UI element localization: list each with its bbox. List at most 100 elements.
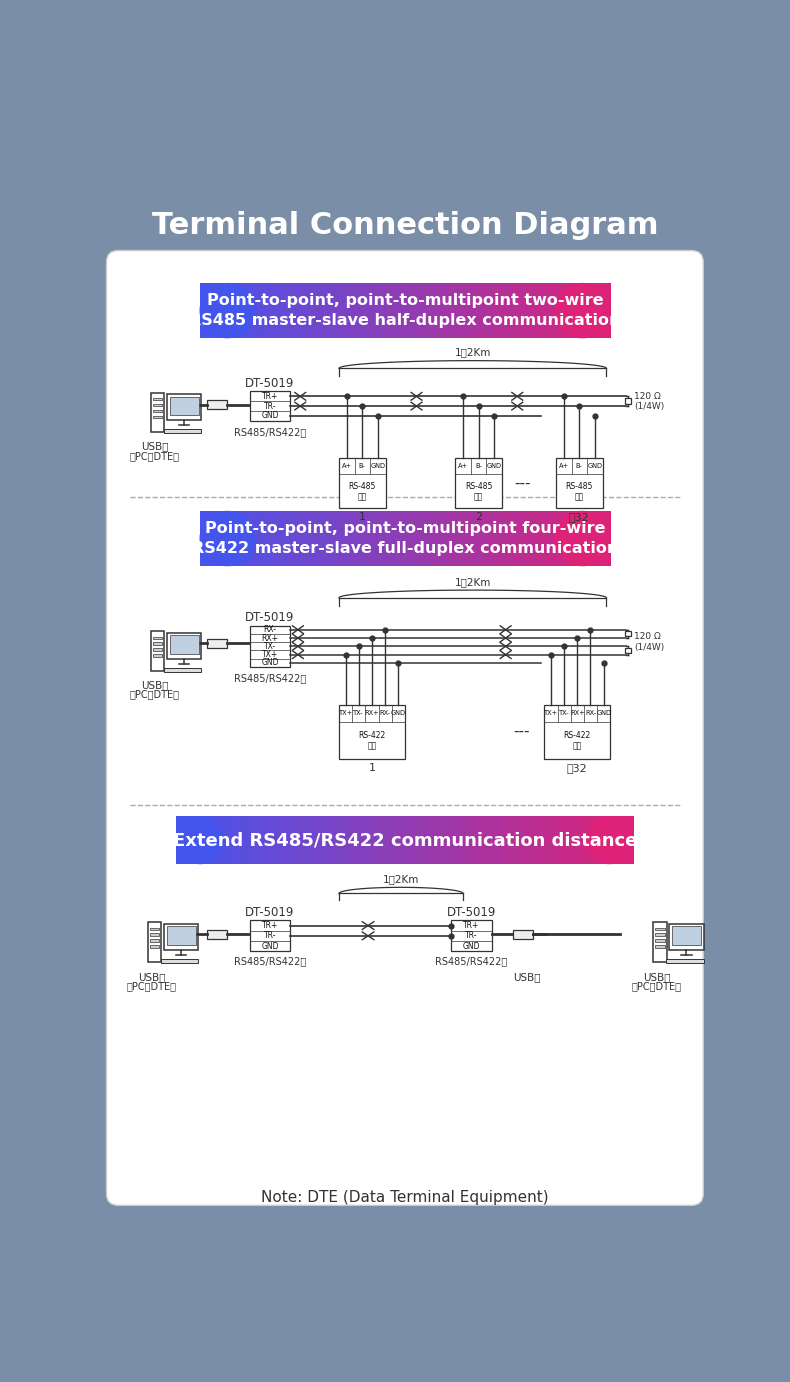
- Bar: [243, 817, 245, 864]
- Bar: [567, 511, 570, 567]
- Bar: [261, 511, 264, 567]
- Bar: [277, 511, 280, 567]
- Bar: [352, 817, 355, 864]
- Bar: [291, 817, 293, 864]
- Text: （PC或DTE）: （PC或DTE）: [632, 981, 682, 991]
- Bar: [565, 283, 567, 339]
- Bar: [468, 511, 471, 567]
- Bar: [339, 459, 386, 509]
- Bar: [426, 817, 428, 864]
- Bar: [297, 817, 300, 864]
- Bar: [596, 511, 598, 567]
- Bar: [310, 283, 313, 339]
- Text: A+: A+: [342, 463, 352, 470]
- Bar: [236, 511, 239, 567]
- Bar: [214, 283, 216, 339]
- Bar: [201, 511, 204, 567]
- Bar: [335, 511, 337, 567]
- Bar: [423, 817, 426, 864]
- Bar: [571, 511, 574, 567]
- Bar: [298, 511, 300, 567]
- Bar: [220, 283, 223, 339]
- Bar: [284, 283, 286, 339]
- Bar: [520, 283, 522, 339]
- Bar: [498, 817, 502, 864]
- Bar: [522, 511, 525, 567]
- Bar: [226, 283, 228, 339]
- Bar: [606, 817, 609, 864]
- Bar: [389, 283, 391, 339]
- Text: RS-422
设备: RS-422 设备: [359, 731, 386, 750]
- Bar: [557, 511, 559, 567]
- Bar: [397, 511, 399, 567]
- Bar: [153, 409, 163, 412]
- Text: B-: B-: [576, 463, 583, 470]
- Bar: [453, 817, 456, 864]
- Bar: [581, 283, 584, 339]
- Bar: [455, 459, 502, 509]
- Bar: [471, 817, 474, 864]
- Bar: [415, 511, 418, 567]
- Bar: [345, 817, 348, 864]
- Bar: [513, 817, 515, 864]
- Bar: [359, 283, 362, 339]
- Bar: [476, 817, 479, 864]
- Bar: [364, 511, 367, 567]
- Bar: [507, 283, 510, 339]
- Bar: [611, 817, 613, 864]
- Bar: [218, 511, 220, 567]
- Bar: [430, 283, 432, 339]
- Bar: [257, 283, 259, 339]
- Text: TR+: TR+: [261, 920, 278, 930]
- Bar: [604, 283, 607, 339]
- Bar: [263, 511, 265, 567]
- Bar: [366, 817, 369, 864]
- Bar: [331, 283, 333, 339]
- Bar: [376, 511, 378, 567]
- Bar: [327, 283, 329, 339]
- Bar: [656, 933, 664, 936]
- Bar: [235, 817, 239, 864]
- Bar: [263, 817, 265, 864]
- Bar: [414, 817, 416, 864]
- Bar: [167, 394, 201, 420]
- Bar: [288, 817, 291, 864]
- Bar: [207, 930, 227, 938]
- Bar: [224, 511, 227, 567]
- Text: GND: GND: [371, 463, 386, 470]
- Bar: [313, 511, 315, 567]
- Bar: [481, 511, 483, 567]
- Bar: [273, 283, 276, 339]
- Bar: [510, 817, 513, 864]
- Bar: [592, 511, 594, 567]
- Bar: [448, 283, 450, 339]
- Bar: [540, 511, 543, 567]
- Bar: [205, 511, 208, 567]
- Bar: [471, 511, 473, 567]
- Bar: [384, 817, 387, 864]
- Bar: [314, 283, 317, 339]
- Bar: [279, 817, 282, 864]
- Bar: [489, 511, 491, 567]
- Bar: [584, 511, 586, 567]
- Bar: [344, 283, 346, 339]
- Bar: [390, 511, 393, 567]
- Bar: [366, 283, 368, 339]
- Bar: [452, 511, 454, 567]
- Bar: [624, 817, 627, 864]
- Bar: [327, 817, 329, 864]
- Text: RX+: RX+: [261, 633, 279, 643]
- Text: DT-5019: DT-5019: [447, 907, 496, 919]
- Bar: [497, 511, 500, 567]
- Bar: [606, 283, 608, 339]
- Bar: [374, 511, 377, 567]
- Bar: [524, 283, 526, 339]
- Bar: [458, 511, 461, 567]
- Bar: [606, 511, 608, 567]
- Bar: [229, 817, 231, 864]
- Bar: [551, 817, 554, 864]
- Bar: [497, 283, 500, 339]
- Bar: [335, 283, 337, 339]
- Bar: [473, 817, 476, 864]
- Bar: [293, 817, 295, 864]
